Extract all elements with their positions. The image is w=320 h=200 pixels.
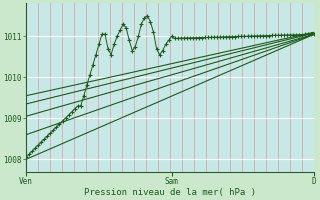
X-axis label: Pression niveau de la mer( hPa ): Pression niveau de la mer( hPa )	[84, 188, 256, 197]
